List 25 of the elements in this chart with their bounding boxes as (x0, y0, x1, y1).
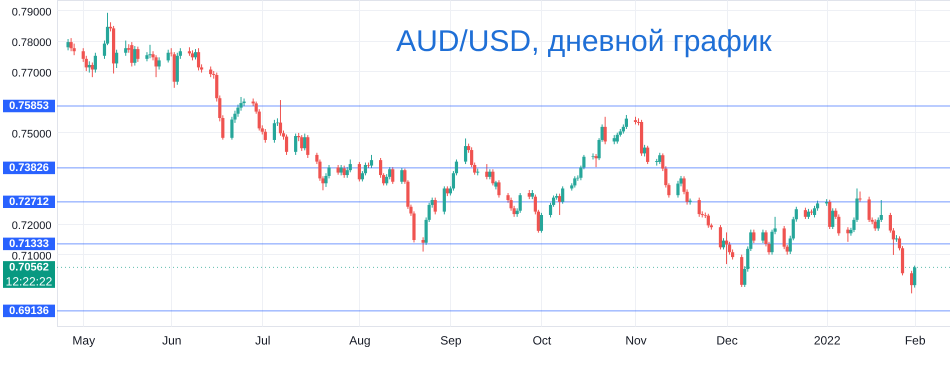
y-tick-label: 0.77000 (12, 68, 52, 80)
x-tick-label: Dec (716, 334, 738, 348)
y-tick-label: 0.72000 (12, 220, 52, 232)
x-tick-label: Oct (532, 334, 552, 348)
x-tick-label: 2022 (814, 334, 841, 348)
x-tick-label: Aug (349, 334, 371, 348)
ref-line-label: 0.70562 (9, 261, 49, 274)
x-tick-label: Nov (625, 334, 647, 348)
x-tick-label: Jul (255, 334, 270, 348)
text: AUD/USD, дневной график (396, 25, 773, 58)
y-tick-label: 0.75000 (12, 128, 52, 141)
ref-line-label: 0.75853 (9, 100, 49, 112)
candlestick (858, 192, 862, 202)
x-tick-label: Feb (904, 334, 926, 348)
y-tick-label: 0.79000 (12, 6, 52, 19)
ref-line-label: 0.72712 (9, 196, 49, 208)
text: 12:22:22 (6, 274, 53, 288)
ref-line-label: 0.73826 (9, 162, 49, 174)
ref-line-label: 0.71333 (9, 238, 49, 250)
x-tick-label: May (72, 334, 96, 348)
x-tick-label: Jun (162, 334, 182, 348)
ref-line-label: 0.69136 (9, 304, 49, 317)
y-tick-label: 0.78000 (12, 37, 52, 50)
y-tick-label: 0.71000 (12, 250, 52, 263)
x-tick-label: Sep (440, 334, 462, 348)
